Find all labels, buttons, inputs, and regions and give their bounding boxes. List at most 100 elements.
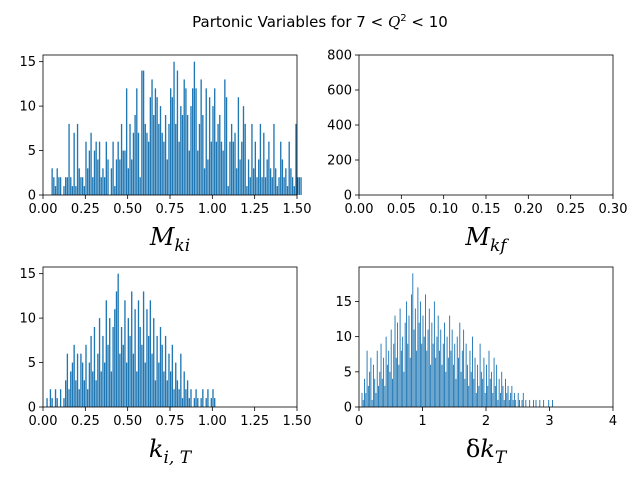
histogram-bar — [445, 371, 447, 407]
histogram-bar — [474, 357, 476, 407]
histogram-bar — [137, 300, 140, 407]
x-tick-label: 0.10 — [429, 202, 458, 217]
x-tick-label: 0.75 — [156, 414, 185, 429]
histogram-bar — [456, 336, 458, 407]
histogram-bar — [163, 371, 165, 407]
histogram-bar — [496, 364, 498, 407]
histogram-bar — [132, 132, 135, 195]
histogram-bar — [56, 168, 58, 195]
histogram-bar — [129, 335, 131, 407]
x-tick-label: 3 — [545, 414, 553, 429]
histogram-bar — [163, 141, 165, 195]
histogram-bar — [383, 357, 385, 407]
histogram-bar — [525, 399, 527, 407]
y-tick-label: 600 — [327, 84, 352, 99]
histogram-bar — [95, 141, 97, 195]
histogram-bar — [371, 399, 373, 407]
y-tick-label: 15 — [335, 295, 352, 310]
panel-kit: 0.00 0.25 0.50 0.75 1.00 1.25 1.50 0 5 10 15 ki, T — [19, 266, 312, 468]
histogram-bar — [463, 329, 465, 407]
histogram-bar — [489, 378, 491, 407]
histogram-bar — [131, 159, 133, 195]
x-tick-label: 0.25 — [71, 202, 100, 217]
histogram-bar — [367, 385, 369, 407]
histogram-bar — [293, 186, 295, 195]
x-tick-label: 1.00 — [198, 414, 227, 429]
histogram-bar — [202, 115, 204, 195]
x-tick-label: 0.00 — [345, 202, 374, 217]
histogram-bar — [409, 357, 411, 407]
histogram-bar — [139, 327, 141, 407]
x-tick-label: 2 — [482, 414, 490, 429]
histogram-bar — [450, 350, 452, 407]
histogram-bar — [132, 353, 135, 407]
histogram-bar — [120, 327, 123, 407]
histogram-bar — [119, 159, 121, 195]
histogram-bar — [59, 389, 62, 407]
histogram-bar — [110, 168, 113, 195]
histogram-bar — [65, 177, 67, 195]
x-tick-label: 1.50 — [283, 414, 312, 429]
histogram-bar — [125, 362, 128, 407]
histogram-bar — [436, 336, 438, 407]
y-tick-label: 0 — [28, 189, 36, 204]
histogram-bar — [276, 186, 279, 195]
histogram-bar — [54, 389, 57, 407]
histogram-bar — [290, 168, 292, 195]
x-tick-label: 0.50 — [113, 414, 142, 429]
histogram-bar — [430, 364, 432, 407]
histogram-bar — [539, 399, 541, 407]
histogram-bar — [75, 186, 77, 195]
histogram-bar — [149, 300, 152, 407]
histogram-bar — [88, 362, 91, 407]
y-tick-label: 15 — [19, 267, 36, 282]
histogram-bar — [252, 168, 255, 195]
x-axis-label-kit: ki, T — [149, 435, 193, 468]
histogram-bar — [87, 389, 89, 407]
x-tick-label: 1.00 — [198, 202, 227, 217]
histogram-bar — [442, 343, 444, 407]
histogram-bar — [365, 392, 367, 407]
histogram-bar — [198, 123, 201, 195]
x-tick-label: 0.25 — [71, 414, 100, 429]
histogram-bar — [53, 177, 55, 195]
histogram-bar — [379, 371, 381, 407]
histogram-bar — [278, 177, 280, 195]
histogram-bar — [369, 371, 371, 407]
histogram-bar — [117, 141, 119, 195]
figure-title: Partonic Variables for 7 < Q2 < 10 — [192, 13, 448, 31]
histogram-bar — [146, 132, 148, 195]
histogram-bar — [433, 301, 435, 407]
histogram-bar — [205, 398, 207, 407]
histogram-bar — [153, 115, 155, 195]
histogram-bar — [93, 327, 96, 407]
histogram-bar — [402, 336, 404, 407]
histogram-bar — [455, 378, 457, 407]
histogram-bar — [97, 353, 99, 407]
histogram-bar — [552, 399, 553, 407]
histogram-bar — [134, 309, 136, 407]
histogram-bar — [237, 97, 240, 195]
histogram-bar — [217, 123, 219, 195]
histogram-bar — [507, 385, 509, 407]
histogram-bar — [134, 115, 136, 195]
histogram-bar — [375, 392, 377, 407]
histogram-bar — [497, 399, 499, 407]
y-tick-label: 5 — [28, 144, 36, 159]
histogram-bar — [286, 186, 289, 195]
histogram-bar — [158, 123, 160, 195]
x-tick-label: 0.00 — [29, 202, 58, 217]
histogram-bar — [419, 301, 421, 407]
histogram-bar — [493, 357, 495, 407]
y-tick-label: 10 — [19, 100, 36, 115]
histogram-bar — [381, 378, 383, 407]
histogram-bar — [154, 380, 157, 407]
histogram-bar — [190, 389, 192, 407]
histogram-bar — [466, 364, 468, 407]
histogram-bar — [102, 335, 104, 407]
histogram-bar — [421, 343, 423, 407]
histogram-bar — [178, 389, 180, 407]
histogram-bar — [441, 364, 443, 407]
histogram-bar — [68, 123, 70, 195]
histogram-bar — [97, 159, 99, 195]
